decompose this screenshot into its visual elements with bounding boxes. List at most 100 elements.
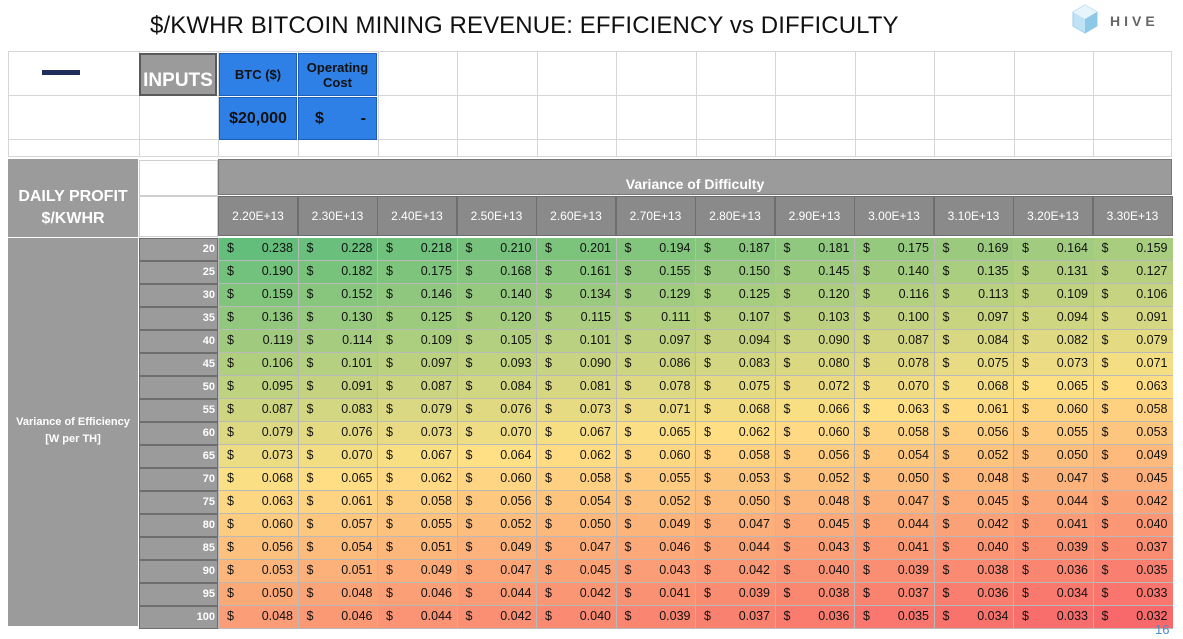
profit-cell: $0.048 xyxy=(297,583,378,606)
profit-value: 0.097 xyxy=(977,310,1009,324)
currency-symbol: $ xyxy=(386,356,393,370)
profit-value: 0.061 xyxy=(977,402,1009,416)
difficulty-column-header: 2.50E+13 xyxy=(456,196,537,236)
currency-symbol: $ xyxy=(386,287,393,301)
profit-cell: $0.101 xyxy=(536,330,616,353)
profit-value: 0.034 xyxy=(977,609,1009,623)
currency-symbol: $ xyxy=(1101,586,1109,600)
profit-value: 0.201 xyxy=(579,241,611,255)
currency-symbol: $ xyxy=(624,609,632,623)
profit-value: 0.052 xyxy=(659,494,691,508)
currency-symbol: $ xyxy=(863,494,870,508)
profit-cell: $0.058 xyxy=(536,468,616,491)
profit-value: 0.047 xyxy=(500,563,532,577)
currency-symbol: $ xyxy=(386,310,393,324)
currency-symbol: $ xyxy=(704,264,711,278)
profit-value: 0.146 xyxy=(420,287,452,301)
currency-symbol: $ xyxy=(1101,425,1109,439)
currency-symbol: $ xyxy=(1101,609,1109,623)
profit-value: 0.116 xyxy=(898,287,929,301)
profit-cell: $0.109 xyxy=(377,330,457,353)
profit-cell: $0.155 xyxy=(615,261,696,284)
brand-name: HIVE xyxy=(1110,13,1159,29)
profit-cell: $0.120 xyxy=(774,284,855,307)
profit-value: 0.073 xyxy=(261,448,293,462)
profit-value: 0.081 xyxy=(579,379,611,393)
currency-symbol: $ xyxy=(624,540,632,554)
currency-symbol: $ xyxy=(545,264,552,278)
profit-value: 0.052 xyxy=(818,471,850,485)
profit-value: 0.067 xyxy=(579,425,611,439)
profit-value: 0.045 xyxy=(579,563,611,577)
input-grid-cell xyxy=(298,140,378,157)
profit-value: 0.056 xyxy=(818,448,850,462)
currency-symbol: $ xyxy=(942,471,950,485)
profit-value: 0.047 xyxy=(897,494,929,508)
profit-value: 0.083 xyxy=(738,356,770,370)
input-grid-cell xyxy=(457,140,537,157)
currency-symbol: $ xyxy=(1022,241,1029,255)
currency-symbol: $ xyxy=(942,540,950,554)
profit-value: 0.042 xyxy=(738,563,770,577)
currency-symbol: $ xyxy=(942,241,950,255)
currency-symbol: $ xyxy=(783,563,791,577)
currency-symbol: $ xyxy=(386,241,393,255)
profit-value: 0.107 xyxy=(738,310,770,324)
profit-value: 0.053 xyxy=(261,563,293,577)
profit-value: 0.062 xyxy=(579,448,611,462)
currency-symbol: $ xyxy=(386,471,393,485)
difficulty-column-header: 2.20E+13 xyxy=(218,196,298,236)
profit-cell: $0.190 xyxy=(218,261,298,284)
currency-symbol: $ xyxy=(624,563,632,577)
currency-symbol: $ xyxy=(306,287,314,301)
profit-value: 0.136 xyxy=(261,310,293,324)
profit-cell: $0.071 xyxy=(615,399,696,422)
operating-cost-input[interactable]: $ - xyxy=(298,97,377,140)
profit-cell: $0.037 xyxy=(854,583,934,606)
profit-value: 0.073 xyxy=(420,425,452,439)
profit-cell: $0.056 xyxy=(774,445,855,468)
profit-cell: $0.036 xyxy=(1013,560,1093,583)
currency-symbol: $ xyxy=(783,264,791,278)
difficulty-column-header: 2.30E+13 xyxy=(297,196,378,236)
profit-cell: $0.050 xyxy=(218,583,298,606)
efficiency-row-header: 40 xyxy=(139,330,218,353)
profit-cell: $0.113 xyxy=(933,284,1014,307)
profit-cell: $0.076 xyxy=(456,399,537,422)
profit-value: 0.084 xyxy=(500,379,532,393)
currency-symbol: $ xyxy=(386,333,393,347)
currency-symbol: $ xyxy=(783,425,791,439)
profit-cell: $0.044 xyxy=(1013,491,1093,514)
profit-value: 0.040 xyxy=(977,540,1009,554)
profit-cell: $0.140 xyxy=(854,261,934,284)
profit-cell: $0.238 xyxy=(218,238,298,261)
profit-value: 0.047 xyxy=(579,540,611,554)
profit-cell: $0.042 xyxy=(1092,491,1173,514)
currency-symbol: $ xyxy=(306,310,314,324)
input-grid-cell xyxy=(616,96,696,140)
profit-value: 0.041 xyxy=(659,586,691,600)
btc-price-input[interactable]: $20,000 xyxy=(219,97,297,140)
profit-cell: $0.051 xyxy=(297,560,378,583)
difficulty-column-header: 2.40E+13 xyxy=(377,196,457,236)
currency-symbol: $ xyxy=(942,586,950,600)
profit-cell: $0.068 xyxy=(933,376,1014,399)
profit-cell: $0.073 xyxy=(377,422,457,445)
profit-cell: $0.049 xyxy=(615,514,696,537)
profit-cell: $0.218 xyxy=(377,238,457,261)
profit-cell: $0.119 xyxy=(218,330,298,353)
currency-symbol: $ xyxy=(704,356,711,370)
input-grid-cell xyxy=(775,140,855,157)
profit-cell: $0.052 xyxy=(933,445,1014,468)
currency-symbol: $ xyxy=(863,379,870,393)
profit-cell: $0.079 xyxy=(377,399,457,422)
profit-value: 0.058 xyxy=(420,494,452,508)
currency-symbol: $ xyxy=(227,448,234,462)
currency-symbol: $ xyxy=(227,540,234,554)
profit-value: 0.037 xyxy=(1136,540,1168,554)
profit-value: 0.046 xyxy=(659,540,691,554)
profit-cell: $0.032 xyxy=(1092,606,1173,629)
efficiency-row-header: 35 xyxy=(139,307,218,330)
profit-cell: $0.076 xyxy=(297,422,378,445)
profit-value: 0.134 xyxy=(579,287,611,301)
